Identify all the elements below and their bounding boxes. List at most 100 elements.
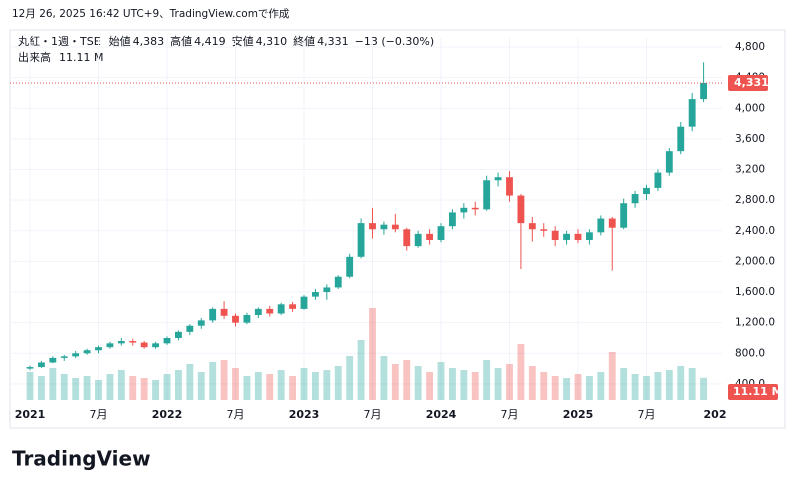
candle-body xyxy=(403,229,411,247)
x-tick-label: 7月 xyxy=(364,408,382,421)
volume-bar xyxy=(357,340,365,400)
candle-body xyxy=(643,187,650,195)
legend-text: −13 (−0.30%) xyxy=(355,35,434,48)
legend-text: 4,331 xyxy=(317,35,349,48)
candle-body xyxy=(551,230,559,240)
candle-body xyxy=(540,229,548,231)
volume-bar xyxy=(369,308,376,400)
legend-text: 4,383 xyxy=(133,35,165,48)
y-tick-label: 4,800 xyxy=(735,41,765,53)
volume-bar xyxy=(517,344,525,400)
volume-bar xyxy=(665,370,673,400)
candle-body xyxy=(665,151,673,173)
volume-bar xyxy=(643,376,650,400)
candle-body xyxy=(277,304,285,314)
volume-bar xyxy=(163,374,171,400)
candle-body xyxy=(585,232,593,240)
legend-text: 4,310 xyxy=(256,35,288,48)
x-tick-label: 202 xyxy=(704,408,727,421)
volume-bar xyxy=(60,374,68,400)
y-tick-label: 3,600 xyxy=(735,133,765,145)
candle-body xyxy=(414,233,422,247)
legend-text: 丸紅・1週・TSE xyxy=(18,35,101,48)
volume-bar xyxy=(243,376,251,400)
candle-body xyxy=(528,223,536,230)
candle-body xyxy=(357,223,365,257)
candle-body xyxy=(471,207,479,210)
legend-text: 11.11 M xyxy=(59,51,103,64)
volume-bar xyxy=(323,370,331,400)
candle-body xyxy=(506,177,513,196)
candle-body xyxy=(174,331,182,338)
legend-text: 出来高 xyxy=(18,50,51,64)
volume-bar xyxy=(483,360,491,400)
candle-body xyxy=(220,308,228,316)
x-tick-label: 2022 xyxy=(152,408,183,421)
candle-body xyxy=(700,82,708,100)
candle-body xyxy=(437,226,445,240)
candle-body xyxy=(106,343,114,348)
volume-bar xyxy=(37,376,45,400)
x-tick-label: 2023 xyxy=(289,408,320,421)
volume-bar xyxy=(654,372,662,400)
volume-bar xyxy=(597,372,605,400)
volume-bar xyxy=(506,364,513,400)
volume-bar xyxy=(677,366,685,400)
volume-bar xyxy=(26,372,34,400)
x-tick-label: 7月 xyxy=(638,408,656,421)
volume-bar xyxy=(129,376,137,400)
candle-body xyxy=(163,337,171,344)
candle-body xyxy=(140,342,148,348)
volume-bar xyxy=(106,374,114,400)
x-tick-label: 7月 xyxy=(501,408,519,421)
candle-body xyxy=(37,362,45,368)
volume-tag-label: 11.11 M xyxy=(733,385,783,398)
volume-bar xyxy=(186,364,194,400)
volume-bar xyxy=(700,377,708,400)
volume-bar xyxy=(311,372,319,400)
volume-bar xyxy=(563,378,571,400)
price-tag xyxy=(728,74,768,91)
y-tick-label: 800.0 xyxy=(735,347,765,359)
candle-body xyxy=(117,341,125,344)
volume-bar xyxy=(414,366,422,400)
candle-body xyxy=(517,195,525,224)
legend-text: 始値 xyxy=(109,34,131,48)
volume-bar xyxy=(140,378,148,400)
volume-bar xyxy=(551,376,559,400)
candle-body xyxy=(391,224,399,230)
candle-body xyxy=(677,126,685,152)
volume-bar xyxy=(152,380,160,400)
candle-body xyxy=(597,218,605,233)
volume-bar xyxy=(403,360,411,400)
volume-bar xyxy=(277,370,285,400)
legend-text: 高値 xyxy=(170,34,192,48)
price-tag-label: 4,331 xyxy=(734,76,769,89)
volume-bar xyxy=(95,380,102,400)
legend: 丸紅・1週・TSE 始値 4,383 高値 4,419 安値 4,310 終値 4,331 −13… xyxy=(18,34,434,64)
candle-body xyxy=(49,357,57,363)
legend-text: 安値 xyxy=(232,34,254,48)
candle-body xyxy=(300,296,308,309)
volume-bar xyxy=(620,368,628,400)
volume-bar xyxy=(300,368,308,400)
candle-body xyxy=(460,207,468,213)
volume-bar xyxy=(49,368,57,400)
candle-body xyxy=(369,223,376,230)
candle-body xyxy=(266,308,274,314)
legend-text: 4,419 xyxy=(194,35,226,48)
candle-body xyxy=(311,292,319,297)
y-tick-label: 1,600.0 xyxy=(735,286,775,298)
volume-bar xyxy=(83,376,91,400)
candle-body xyxy=(334,276,342,288)
volume-bar xyxy=(585,376,593,400)
y-tick-label: 2,800.0 xyxy=(735,194,775,206)
logo: TradingView xyxy=(12,447,151,471)
candle-body xyxy=(26,367,34,369)
candle-body xyxy=(688,99,696,127)
candle-body xyxy=(254,308,262,316)
candle-body xyxy=(209,308,217,321)
volume-bar xyxy=(174,370,182,400)
candle-body xyxy=(380,224,388,230)
